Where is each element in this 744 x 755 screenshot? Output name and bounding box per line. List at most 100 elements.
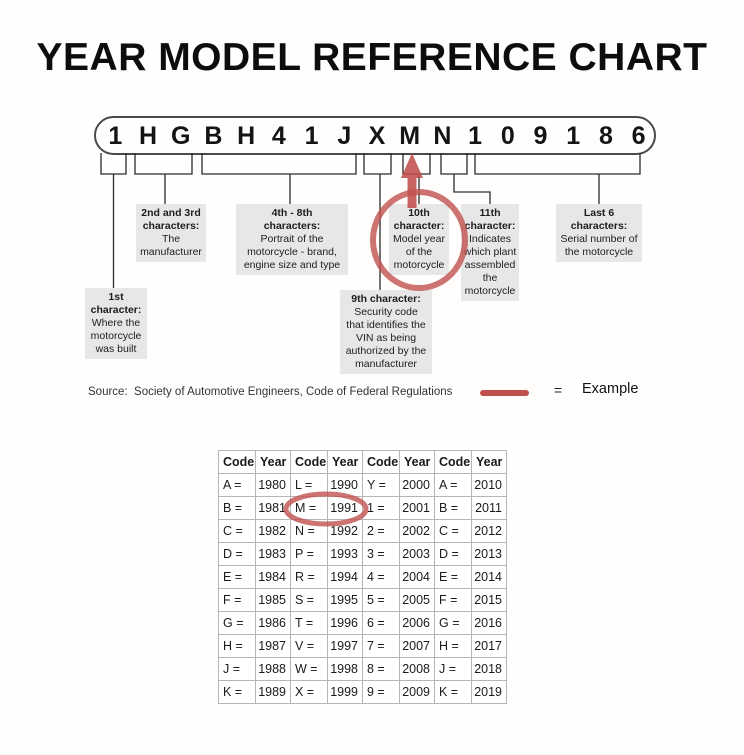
code-cell: B = (218, 496, 256, 520)
callout-1st-character: 1st character: Where the motorcycle was buil… (85, 288, 147, 359)
vin-char: 1 (108, 122, 123, 150)
callout-heading-line: 4th - 8th (271, 207, 313, 219)
year-cell: 1993 (327, 542, 363, 566)
table-row: J = 1988 W = 1998 8 = 2008 J = 2018 (218, 657, 507, 681)
vin-char: 4 (271, 122, 286, 150)
code-cell: T = (290, 611, 328, 635)
year-cell: 1988 (255, 657, 291, 681)
year-cell: 2015 (471, 588, 507, 612)
code-cell: 6 = (362, 611, 400, 635)
year-cell: 1986 (255, 611, 291, 635)
vin-char: H (139, 122, 158, 150)
callout-body-line: Indicates (468, 233, 512, 245)
year-cell: 1992 (327, 519, 363, 543)
code-cell: 1 = (362, 496, 400, 520)
code-cell: J = (218, 657, 256, 681)
column-header: Code (290, 450, 328, 474)
page-title: YEAR MODEL REFERENCE CHART (36, 36, 708, 79)
vin-char: B (204, 122, 223, 150)
year-cell: 1991 (327, 496, 363, 520)
callout-heading-line: 1st (108, 291, 124, 303)
year-cell: 1996 (327, 611, 363, 635)
callout-heading-line: character: (464, 220, 516, 232)
year-cell: 2018 (471, 657, 507, 681)
callout-body-line: the (482, 272, 498, 284)
year-cell: 2014 (471, 565, 507, 589)
year-cell: 2017 (471, 634, 507, 658)
vin-char: G (171, 122, 191, 150)
callout-2nd-3rd-characters: 2nd and 3rd characters: The manufacturer (136, 204, 206, 262)
callout-10th-character: 10th character: Model year of the motorcycle (389, 204, 449, 275)
callout-heading-line: 11th (479, 207, 501, 219)
callout-body-line: Security code (354, 306, 418, 318)
code-cell: F = (434, 588, 472, 612)
code-cell: H = (434, 634, 472, 658)
year-cell: 1997 (327, 634, 363, 658)
code-cell: H = (218, 634, 256, 658)
year-cell: 1995 (327, 588, 363, 612)
callout-last-6-characters: Last 6 characters: Serial number of the mot… (556, 204, 642, 262)
code-cell: C = (218, 519, 256, 543)
callout-heading-line: Last 6 (583, 207, 615, 219)
callout-body-line: motorcycle (393, 259, 445, 271)
column-header: Code (434, 450, 472, 474)
callout-9th-character: 9th character: Security code that identifi… (340, 290, 432, 374)
callout-body-line: manufacturer (355, 358, 417, 370)
table-row: C = 1982 N = 1992 2 = 2002 C = 2012 (218, 519, 507, 543)
table-row: E = 1984 R = 1994 4 = 2004 E = 2014 (218, 565, 507, 589)
code-cell: M = (290, 496, 328, 520)
code-cell: W = (290, 657, 328, 681)
year-cell: 2004 (399, 565, 435, 589)
callout-body-line: engine size and type (243, 259, 341, 271)
column-header: Year (399, 450, 435, 474)
year-cell: 2009 (399, 680, 435, 704)
vin-char: J (337, 122, 352, 150)
callout-body-line: authorized by the (345, 345, 427, 357)
vin-char: 9 (533, 122, 548, 150)
code-cell: D = (218, 542, 256, 566)
vin-char: 0 (500, 122, 515, 150)
code-cell: P = (290, 542, 328, 566)
callout-body-line: motorcycle (464, 285, 516, 297)
callout-body-line: Serial number of (560, 233, 638, 245)
year-cell: 2016 (471, 611, 507, 635)
code-cell: 5 = (362, 588, 400, 612)
callout-body-line: that identifies the (346, 319, 426, 331)
callout-11th-character: 11th character: Indicates which plant assemb… (461, 204, 519, 301)
column-header: Year (255, 450, 291, 474)
callout-body-line: Where the (91, 317, 141, 329)
year-cell: 2001 (399, 496, 435, 520)
vin-char: N (433, 122, 452, 150)
code-cell: X = (290, 680, 328, 704)
table-row: D = 1983 P = 1993 3 = 2003 D = 2013 (218, 542, 507, 566)
table-header-row: Code Year Code Year Code Year Code Year (218, 450, 507, 474)
year-cell: 2000 (399, 473, 435, 497)
year-cell: 1998 (327, 657, 363, 681)
callout-heading-line: character: (90, 304, 142, 316)
vin-char: 1 (468, 122, 483, 150)
callout-4th-8th-characters: 4th - 8th characters: Portrait of the motor… (236, 204, 348, 275)
legend-example-label: Example (582, 381, 639, 397)
year-cell: 1987 (255, 634, 291, 658)
vin-char: 1 (304, 122, 319, 150)
code-cell: 7 = (362, 634, 400, 658)
table-row: A = 1980 L = 1990 Y = 2000 A = 2010 (218, 473, 507, 497)
example-arrow-icon (401, 153, 423, 208)
year-cell: 1985 (255, 588, 291, 612)
callout-heading-line: 9th character: (351, 293, 421, 305)
vin-char: H (237, 122, 256, 150)
code-cell: V = (290, 634, 328, 658)
callout-body-line: manufacturer (140, 246, 202, 258)
code-cell: A = (218, 473, 256, 497)
year-cell: 1994 (327, 565, 363, 589)
vin-char: 6 (631, 122, 646, 150)
table-row: B = 1981 M = 1991 1 = 2001 B = 2011 (218, 496, 507, 520)
code-cell: 9 = (362, 680, 400, 704)
year-cell: 2019 (471, 680, 507, 704)
callout-heading-line: character: (393, 220, 445, 232)
year-cell: 2006 (399, 611, 435, 635)
code-cell: D = (434, 542, 472, 566)
code-cell: E = (218, 565, 256, 589)
callout-body-line: was built (95, 343, 137, 355)
